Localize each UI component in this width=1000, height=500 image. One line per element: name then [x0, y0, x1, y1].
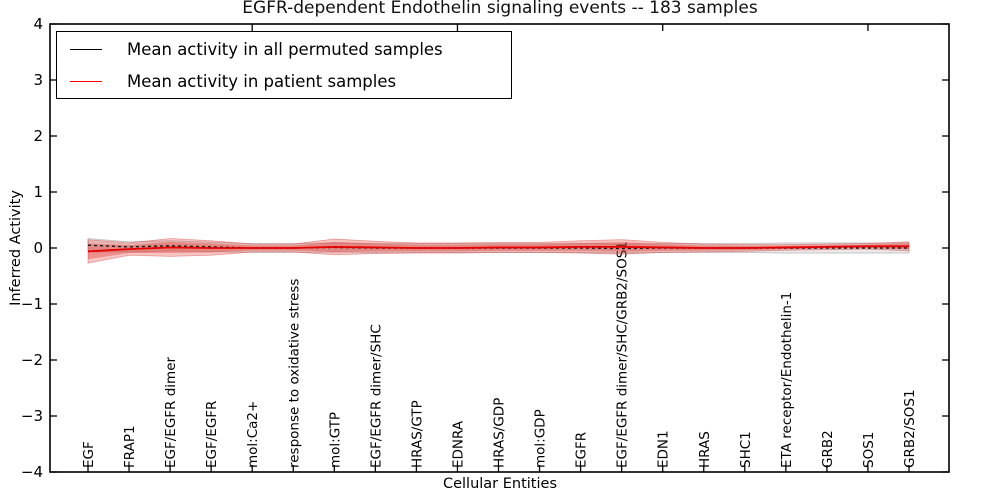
x-tick-label: HRAS/GTP — [409, 400, 425, 468]
chart-title: EGFR-dependent Endothelin signaling even… — [242, 0, 758, 18]
mean-lines — [87, 244, 909, 253]
bands — [87, 238, 910, 264]
y-tick-label: 0 — [33, 239, 43, 257]
x-tick-label: EDNRA — [450, 420, 466, 468]
x-tick-label: SHC1 — [738, 431, 754, 468]
legend: Mean activity in all permuted samples Me… — [56, 31, 512, 99]
legend-label: Mean activity in patient samples — [127, 71, 397, 91]
x-tick-label: GRB2 — [820, 430, 836, 468]
patient-std-outer-band — [87, 238, 910, 264]
y-tick-label: 3 — [33, 71, 43, 89]
legend-line-black — [70, 48, 102, 50]
patient-std-inner-band — [88, 241, 909, 260]
x-tick-label: GRB2/SOS1 — [902, 389, 918, 468]
x-tick-label: mol:GDP — [533, 409, 549, 468]
x-tick-label: FRAP1 — [122, 425, 138, 468]
y-tick-label: 2 — [33, 127, 43, 145]
x-tick-labels: EGF FRAP1 EGF/EGFR dimer EGF/EGFR mol:Ca2+ re… — [81, 241, 918, 468]
patient-mean-line — [87, 245, 909, 253]
legend-line-red — [70, 80, 102, 82]
x-tick-label: mol:Ca2+ — [245, 401, 261, 468]
x-tick-label: HRAS/GDP — [492, 398, 508, 468]
y-tick-label: −4 — [21, 463, 43, 481]
x-tick-label: mol:GTP — [327, 412, 343, 468]
x-tick-label: EGF/EGFR dimer/SHC/GRB2/SOS1 — [615, 241, 631, 468]
x-tick-label: EGF/EGFR — [204, 401, 220, 468]
ticks — [50, 23, 949, 473]
x-tick-label: HRAS — [697, 431, 713, 468]
y-tick-label: −3 — [21, 407, 43, 425]
y-axis-label: Inferred Activity — [8, 190, 24, 306]
permuted-std-band — [87, 238, 910, 254]
legend-item-permuted: Mean activity in all permuted samples — [57, 34, 511, 64]
x-tick-label: EDN1 — [656, 430, 672, 468]
y-tick-label: −2 — [21, 351, 43, 369]
y-tick-label: 4 — [33, 15, 43, 33]
x-tick-label: EGF/EGFR dimer/SHC — [368, 324, 384, 468]
x-tick-label: ETA receptor/Endothelin-1 — [779, 292, 795, 468]
x-tick-label: response to oxidative stress — [286, 279, 302, 468]
x-tick-label: SOS1 — [861, 432, 877, 468]
y-tick-label: 1 — [33, 183, 43, 201]
legend-label: Mean activity in all permuted samples — [127, 39, 443, 59]
x-tick-label: EGF — [81, 441, 97, 468]
y-tick-label: −1 — [21, 295, 43, 313]
x-tick-label: EGF/EGFR dimer — [163, 356, 179, 468]
x-tick-label: EGFR — [574, 432, 590, 468]
legend-item-patient: Mean activity in patient samples — [57, 66, 511, 96]
x-axis-label: Cellular Entities — [442, 476, 558, 492]
y-tick-labels: 4 3 2 1 0 −1 −2 −3 −4 — [21, 15, 43, 481]
